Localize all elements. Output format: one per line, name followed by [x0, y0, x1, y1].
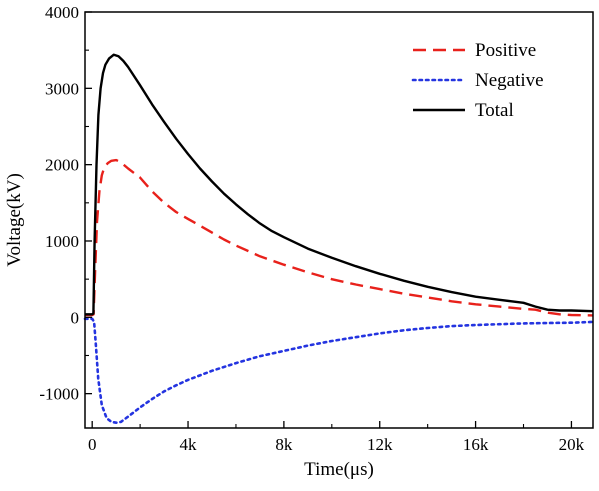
y-tick-label: -1000	[39, 385, 79, 404]
legend-label-total: Total	[475, 100, 514, 121]
x-tick-label: 0	[88, 435, 97, 454]
x-axis-title: Time(μs)	[304, 459, 374, 480]
legend-label-negative: Negative	[475, 70, 544, 91]
series-line-positive	[85, 158, 594, 317]
legend: Positive Negative Total	[411, 40, 544, 121]
y-axis-title: Voltage(kV)	[4, 173, 25, 267]
x-tick-label: 16k	[463, 435, 489, 454]
x-tick-label: 4k	[180, 435, 198, 454]
x-tick-label: 12k	[367, 435, 393, 454]
y-axis-ticks: -1000 0 1000 2000 3000 4000	[39, 3, 92, 404]
legend-label-positive: Positive	[475, 40, 536, 61]
y-tick-label: 1000	[45, 232, 79, 251]
plot-frame	[84, 11, 594, 429]
series-line-negative	[83, 317, 595, 424]
x-tick-label: 8k	[275, 435, 293, 454]
curves-layer	[83, 53, 595, 424]
y-tick-label: 3000	[45, 79, 79, 98]
y-tick-label: 4000	[45, 3, 79, 22]
y-tick-label: 0	[71, 308, 80, 327]
x-tick-label: 20k	[559, 435, 585, 454]
x-axis-ticks: 0 4k 8k 12k 16k 20k	[88, 421, 585, 454]
y-tick-label: 2000	[45, 156, 79, 175]
series-line-total	[85, 53, 594, 316]
